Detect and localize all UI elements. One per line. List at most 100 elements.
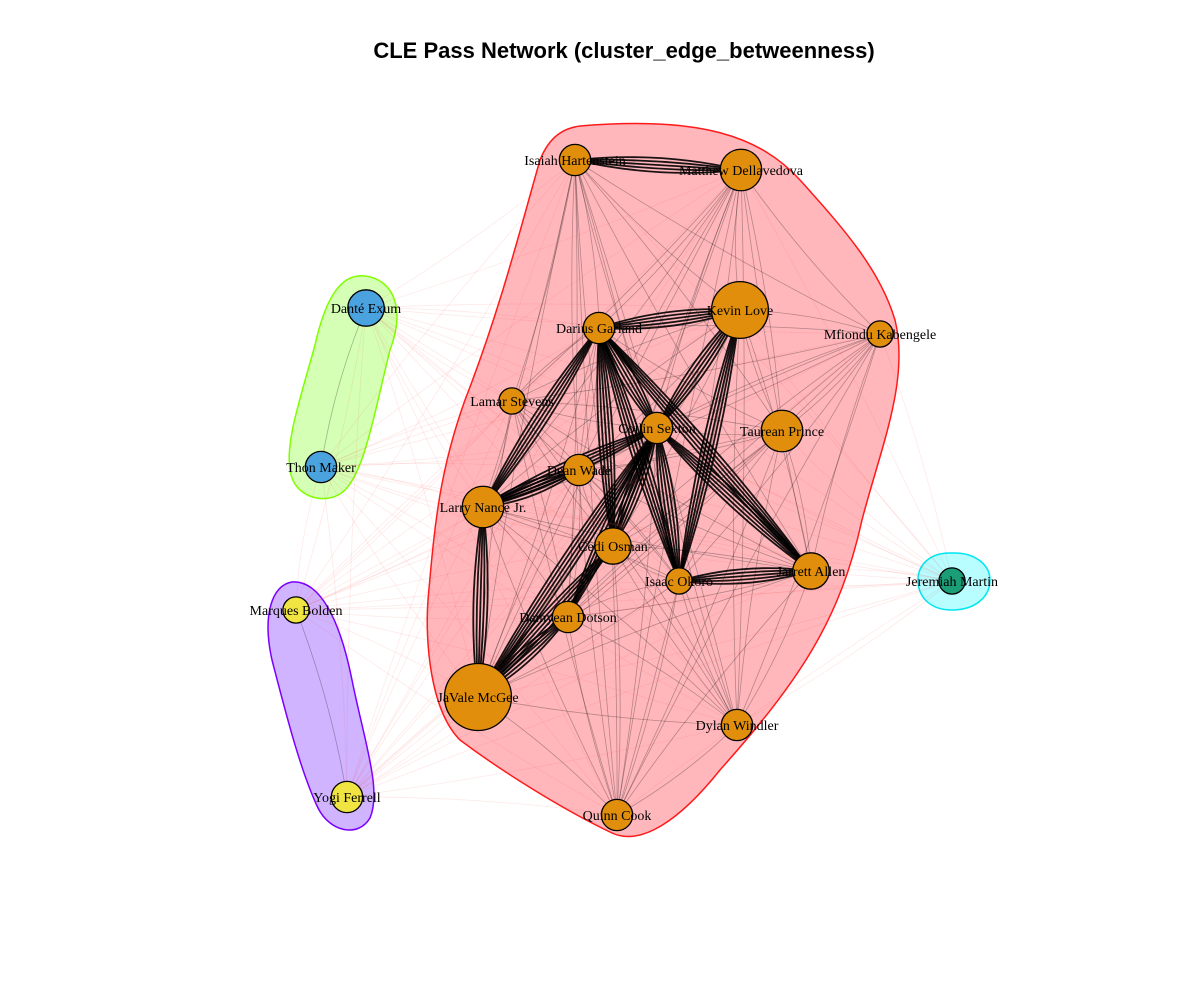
edge: [320, 169, 742, 468]
edge: [781, 430, 953, 582]
edge: [578, 469, 618, 816]
edge: [567, 580, 953, 618]
edge: [295, 609, 569, 620]
edge: [365, 307, 569, 618]
edge: [320, 327, 600, 468]
edge: [511, 400, 783, 432]
node-damyean-dotson[interactable]: [551, 600, 585, 634]
node-thon-maker[interactable]: [304, 450, 338, 484]
node-jarrett-allen[interactable]: [792, 552, 830, 590]
node-label: Dylan Windler: [696, 719, 779, 734]
edge: [656, 427, 680, 582]
node-label: Quinn Cook: [583, 809, 652, 824]
node-dant-exum[interactable]: [347, 289, 385, 327]
edge: [477, 159, 576, 698]
edge: [511, 400, 738, 726]
node-isaac-okoro[interactable]: [665, 567, 693, 595]
node-javale-mcgee[interactable]: [443, 662, 513, 732]
edge: [320, 400, 513, 468]
edge: [567, 469, 581, 618]
edge: [320, 159, 576, 468]
edge: [295, 466, 322, 611]
edge: [612, 545, 621, 816]
edge: [655, 427, 680, 582]
chart-title: CLE Pass Network (cluster_edge_betweenne…: [373, 38, 874, 63]
edge: [598, 327, 812, 572]
edge: [612, 333, 881, 547]
node-darius-garland[interactable]: [582, 311, 616, 345]
node-kevin-love[interactable]: [710, 280, 770, 340]
edge: [598, 327, 783, 432]
edge: [320, 466, 618, 816]
node-label: Yogi Ferrell: [313, 791, 381, 806]
edge: [477, 427, 658, 698]
edge: [365, 307, 680, 582]
edge: [482, 309, 741, 508]
edge: [678, 309, 741, 582]
edge: [365, 307, 881, 335]
edge: [736, 580, 953, 726]
edge: [612, 430, 783, 547]
node-label: Cedi Osman: [578, 540, 648, 555]
node-label: Isaac Okoro: [645, 575, 713, 590]
edge: [320, 309, 741, 468]
edge: [295, 609, 738, 726]
edge: [598, 327, 680, 582]
edge: [482, 506, 680, 582]
edge: [482, 327, 600, 508]
edge: [477, 400, 513, 698]
edge: [477, 570, 812, 698]
edge: [482, 506, 738, 726]
node-yogi-ferrell[interactable]: [330, 780, 364, 814]
node-mfiondu-kabengele[interactable]: [866, 320, 894, 348]
edge: [320, 466, 738, 726]
edge: [567, 616, 738, 726]
edge: [320, 427, 658, 468]
node-isaiah-hartenstein[interactable]: [558, 143, 592, 177]
node-dylan-windler[interactable]: [720, 708, 754, 742]
edge: [482, 159, 576, 508]
node-jeremiah-martin[interactable]: [938, 567, 966, 595]
edge: [365, 307, 618, 816]
edge: [678, 333, 881, 582]
node-lamar-stevens[interactable]: [498, 387, 526, 415]
edge: [365, 307, 600, 329]
edge: [598, 327, 812, 572]
edge: [598, 169, 742, 329]
node-quinn-cook[interactable]: [600, 798, 634, 832]
edge: [365, 307, 580, 471]
node-larry-nance-jr-[interactable]: [461, 485, 505, 529]
node-label: Thon Maker: [286, 461, 356, 476]
edge: [320, 466, 953, 582]
edge: [616, 580, 953, 816]
edge: [365, 307, 513, 402]
edge: [616, 427, 658, 816]
node-label: JaVale McGee: [437, 691, 518, 706]
edge: [295, 506, 484, 611]
edge: [295, 400, 513, 611]
edge: [578, 333, 881, 471]
edge: [656, 427, 812, 572]
edge: [571, 159, 580, 471]
labels-layer: Isaiah Hartenstein Matthew Dellavedova Kev…: [250, 154, 999, 824]
node-taurean-prince[interactable]: [760, 409, 804, 453]
node-matthew-dellavedova[interactable]: [719, 148, 763, 192]
node-cedi-osman[interactable]: [594, 527, 632, 565]
edge: [739, 309, 953, 582]
edge: [482, 327, 600, 508]
edge: [482, 506, 618, 816]
node-collin-sexton[interactable]: [640, 411, 674, 445]
edge: [596, 327, 614, 547]
edge: [616, 580, 680, 816]
edge: [574, 159, 881, 335]
edge: [598, 327, 614, 547]
cluster-hulls: [267, 122, 991, 838]
edge: [295, 570, 812, 611]
node-label: Danté Exum: [331, 302, 401, 317]
node-marques-bolden[interactable]: [282, 596, 310, 624]
edge: [320, 307, 367, 468]
edge: [616, 309, 741, 816]
node-dean-wade[interactable]: [562, 453, 596, 487]
edge: [511, 159, 576, 402]
edge: [511, 333, 881, 402]
